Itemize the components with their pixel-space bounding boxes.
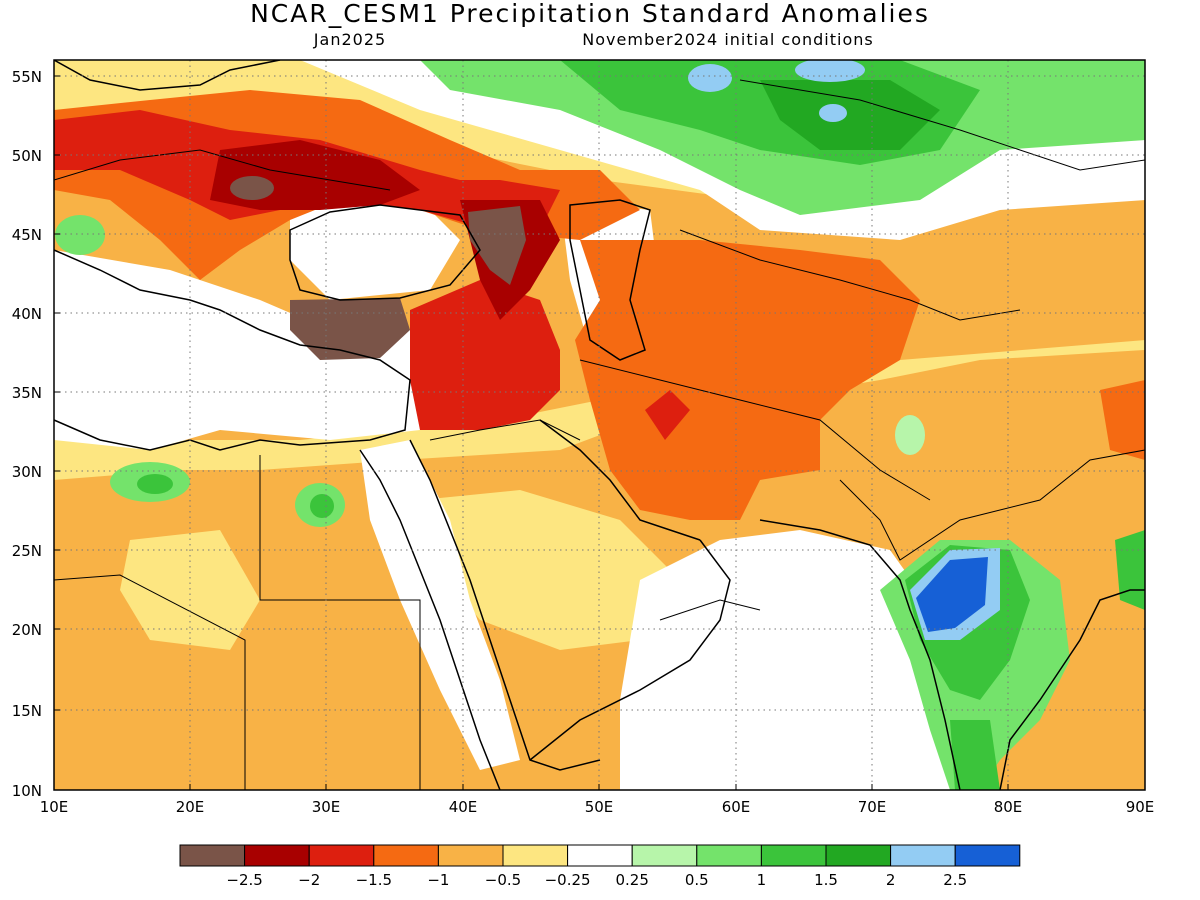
dry-region-europe-extreme — [230, 176, 274, 200]
coastline-red-sea-east — [409, 439, 601, 771]
border-9 — [659, 599, 761, 621]
graticule — [54, 60, 1145, 790]
colorbar-swatch — [567, 844, 633, 867]
lon-label: 80E — [994, 798, 1023, 816]
coastline-india — [759, 519, 961, 790]
lon-label: 60E — [722, 798, 751, 816]
wet-region-india-south — [950, 720, 1000, 790]
colorbar-label: 0.25 — [615, 871, 648, 889]
wet-region-egypt-core — [310, 494, 334, 518]
colorbar-label: −0.5 — [485, 871, 521, 889]
coastline-caspian — [569, 199, 651, 361]
anomaly-region-light-africa — [120, 530, 260, 650]
colorbar-label: 2 — [886, 871, 896, 889]
valid-month-label: Jan2025 — [313, 30, 386, 49]
colorbar-swatch — [825, 844, 892, 867]
lon-label: 30E — [312, 798, 341, 816]
colorbar: −2.5 −2 −1.5 −1 −0.5 −0.25 0.25 0.5 1 1.5 2 2.5 — [179, 844, 1021, 889]
lon-label: 20E — [176, 798, 205, 816]
lat-label: 25N — [12, 542, 42, 560]
near-normal-mediterranean — [54, 250, 420, 450]
colorbar-swatch — [760, 844, 827, 867]
border-3 — [259, 455, 421, 790]
colorbar-label: 0.5 — [685, 871, 709, 889]
lat-label: 40N — [12, 305, 42, 323]
anomaly-region-light-arabia — [420, 490, 680, 650]
coastline-persian-gulf — [539, 419, 701, 541]
border-8 — [739, 79, 1145, 171]
lat-label: 30N — [12, 463, 42, 481]
border-1 — [54, 149, 391, 191]
lon-label: 40E — [449, 798, 478, 816]
colorbar-swatch — [954, 844, 1021, 867]
near-normal-red-sea — [360, 440, 520, 770]
country-borders — [54, 79, 1145, 790]
colorbar-swatch — [308, 844, 375, 867]
wet-region-north-stronger — [760, 80, 940, 150]
wet-region-india-peak — [916, 557, 988, 632]
border-5 — [579, 359, 931, 501]
coastline-black-sea — [289, 204, 481, 301]
latitude-labels: 55N 50N 45N 40N 35N 30N 25N 20N 15N 10N — [12, 68, 42, 800]
dry-region-turkey-mideast — [410, 280, 560, 430]
figure-title: NCAR_CESM1 Precipitation Standard Anomal… — [250, 0, 930, 28]
coastline-baltic — [54, 60, 281, 91]
colorbar-label: −0.25 — [545, 871, 591, 889]
colorbar-label: −1 — [427, 871, 449, 889]
wet-region-libya-core — [137, 474, 173, 494]
wet-region-north-peak-2 — [795, 60, 865, 82]
lat-label: 10N — [12, 782, 42, 800]
lat-label: 20N — [12, 621, 42, 639]
init-conditions-label: November2024 initial conditions — [582, 30, 873, 49]
colorbar-swatch — [437, 844, 504, 867]
axis-ticks — [54, 75, 1009, 790]
longitude-labels: 10E 20E 30E 40E 50E 60E 70E 80E 90E — [40, 798, 1155, 816]
border-4 — [429, 419, 581, 441]
colorbar-swatch — [179, 844, 246, 867]
wet-region-himalaya — [895, 415, 925, 455]
dry-region-east — [1100, 380, 1145, 460]
border-6 — [679, 229, 1021, 321]
colorbar-label: 2.5 — [943, 871, 967, 889]
lon-label: 10E — [40, 798, 69, 816]
dry-region-central-asia — [575, 240, 920, 520]
lat-label: 35N — [12, 384, 42, 402]
colorbar-swatch — [373, 844, 439, 867]
colorbar-swatch — [502, 844, 569, 867]
wet-region-italy — [55, 215, 105, 255]
wet-region-north-peak-1 — [688, 64, 732, 92]
coastline-arabia-south — [529, 539, 731, 761]
near-normal-black-sea — [290, 200, 460, 300]
lat-label: 15N — [12, 702, 42, 720]
lon-label: 90E — [1126, 798, 1155, 816]
colorbar-swatch — [696, 844, 762, 867]
colorbar-swatch — [244, 844, 310, 867]
lat-label: 55N — [12, 68, 42, 86]
lon-label: 50E — [585, 798, 614, 816]
dry-region-iran-spot — [645, 390, 690, 440]
colorbar-label: 1.5 — [814, 871, 838, 889]
lat-label: 45N — [12, 226, 42, 244]
colorbar-label: 1 — [757, 871, 767, 889]
lat-label: 50N — [12, 147, 42, 165]
coastline-india-east — [999, 589, 1145, 790]
lon-label: 70E — [858, 798, 887, 816]
colorbar-label: −1.5 — [356, 871, 392, 889]
wet-region-north-peak-3 — [819, 104, 847, 122]
colorbar-swatch — [631, 844, 698, 867]
dry-region-caucasus-extreme — [468, 206, 526, 285]
border-7 — [839, 449, 1145, 561]
colorbar-label: −2.5 — [226, 871, 262, 889]
border-2 — [54, 574, 246, 790]
colorbar-swatch — [890, 844, 956, 867]
coastline-red-sea-west — [359, 449, 501, 790]
colorbar-label: −2 — [298, 871, 320, 889]
